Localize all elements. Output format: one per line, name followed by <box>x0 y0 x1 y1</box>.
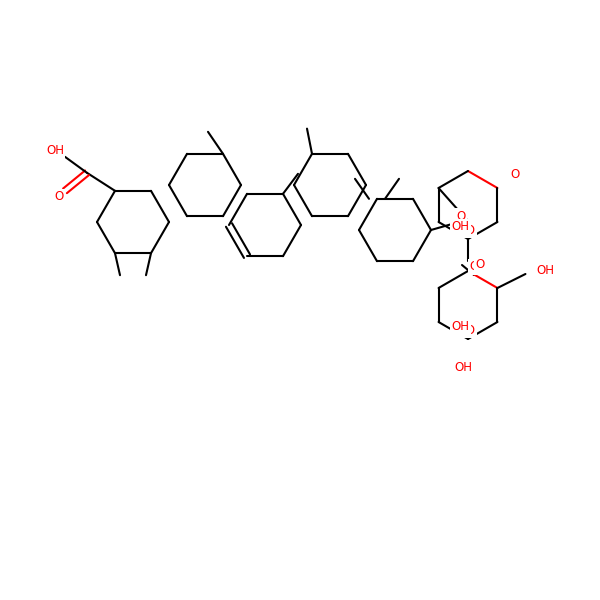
Text: O: O <box>469 260 479 274</box>
Text: OH: OH <box>46 145 64 157</box>
Text: O: O <box>511 167 520 181</box>
Text: O: O <box>475 259 485 271</box>
Text: HO: HO <box>457 323 475 337</box>
Text: OH: OH <box>536 263 554 277</box>
Text: OH: OH <box>452 220 470 233</box>
Text: O: O <box>55 190 64 203</box>
Text: O: O <box>457 209 466 223</box>
Text: OH: OH <box>454 361 472 374</box>
Text: HO: HO <box>457 223 475 236</box>
Text: OH: OH <box>452 320 470 334</box>
